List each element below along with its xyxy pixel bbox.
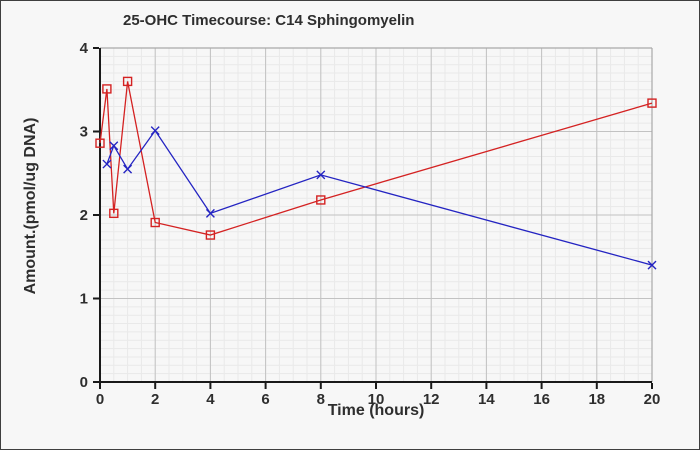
tick-label: 3 xyxy=(80,124,88,141)
tick-label: 16 xyxy=(533,391,550,408)
data-point-marker xyxy=(122,76,133,87)
tick-label: 8 xyxy=(317,391,325,408)
data-point-marker xyxy=(647,98,657,108)
tick-label: 6 xyxy=(261,391,269,408)
tick-label: 12 xyxy=(423,391,440,408)
data-point-marker xyxy=(95,138,105,148)
data-point-marker xyxy=(150,217,160,228)
tick-label: 10 xyxy=(368,391,385,408)
tick-label: 18 xyxy=(588,391,605,408)
chart-title: 25-OHC Timecourse: C14 Sphingomyelin xyxy=(123,12,415,29)
tick-label: 2 xyxy=(80,207,88,224)
data-point-marker xyxy=(109,208,119,219)
tick-label: 0 xyxy=(80,374,88,391)
data-point-marker xyxy=(316,195,326,205)
blue-x-series xyxy=(102,126,657,270)
tick-label: 20 xyxy=(644,391,661,408)
tick-label: 14 xyxy=(478,391,495,408)
tick-label: 2 xyxy=(151,391,159,408)
red-open-square-series xyxy=(95,76,657,240)
y-axis-label: Amount.(pmol/ug DNA) xyxy=(22,117,39,295)
data-point-marker xyxy=(205,230,216,240)
tick-label: 4 xyxy=(206,391,215,408)
tick-label: 1 xyxy=(80,291,88,308)
x-axis-label: Time (hours) xyxy=(327,402,425,419)
tick-label: 0 xyxy=(96,391,104,408)
tick-label: 4 xyxy=(80,40,89,57)
data-point-marker xyxy=(102,84,112,94)
major-grid xyxy=(100,48,652,382)
axes xyxy=(93,47,653,389)
